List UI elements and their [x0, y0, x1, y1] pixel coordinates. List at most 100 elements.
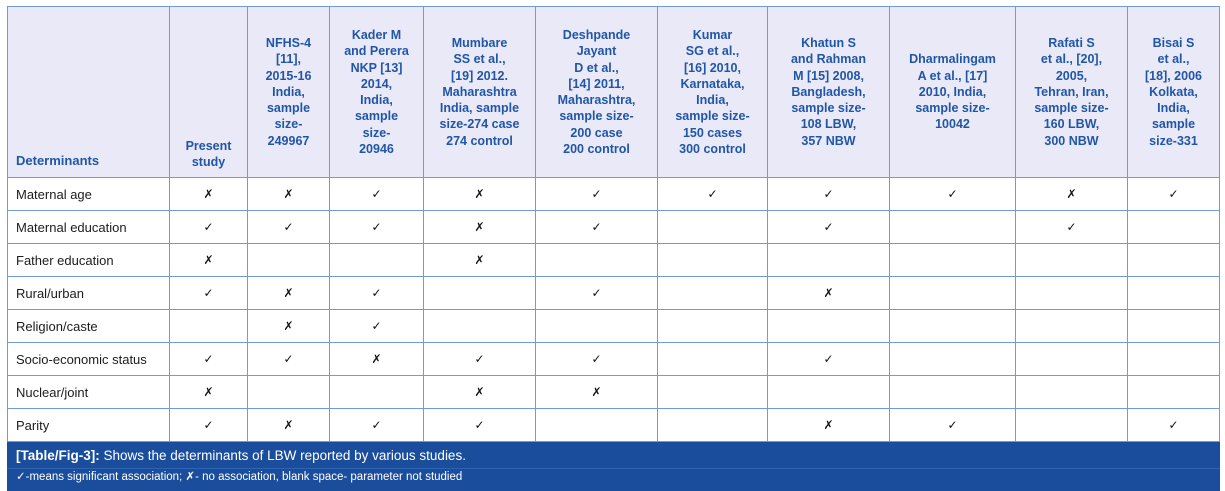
study-column-header: Rafati S et al., [20], 2005, Tehran, Ira…: [1015, 6, 1128, 178]
empty-cell: [1127, 375, 1220, 409]
empty-cell: [169, 309, 248, 343]
cross-mark: ✗: [247, 177, 330, 211]
study-column-header: Khatun S and Rahman M [15] 2008, Banglad…: [767, 6, 890, 178]
table-row: Rural/urban ✓ ✗ ✓ ✓ ✗: [7, 276, 1220, 310]
table-row: Socio-economic status ✓ ✓ ✗ ✓ ✓ ✓: [7, 342, 1220, 376]
cross-mark: ✗: [423, 243, 536, 277]
check-mark: ✓: [169, 210, 248, 244]
table-row: Parity ✓ ✗ ✓ ✓ ✗ ✓ ✓: [7, 408, 1220, 442]
empty-cell: [1015, 408, 1128, 442]
empty-cell: [889, 342, 1016, 376]
empty-cell: [1127, 210, 1220, 244]
check-mark: ✓: [423, 342, 536, 376]
determinants-header: Determinants: [7, 6, 170, 178]
empty-cell: [657, 210, 768, 244]
empty-cell: [423, 309, 536, 343]
study-column-header: Dharmalingam A et al., [17] 2010, India,…: [889, 6, 1016, 178]
caption-tag: [Table/Fig-3]:: [16, 448, 100, 463]
empty-cell: [767, 309, 890, 343]
determinant-label: Nuclear/joint: [7, 375, 170, 409]
study-column-header: Mumbare SS et al., [19] 2012. Maharashtr…: [423, 6, 536, 178]
empty-cell: [889, 243, 1016, 277]
check-mark: ✓: [889, 177, 1016, 211]
empty-cell: [535, 408, 658, 442]
empty-cell: [1015, 309, 1128, 343]
empty-cell: [657, 342, 768, 376]
check-mark: ✓: [247, 210, 330, 244]
empty-cell: [1015, 243, 1128, 277]
empty-cell: [535, 309, 658, 343]
check-mark: ✓: [169, 276, 248, 310]
legend-line: ✓-means significant association; ✗- no a…: [7, 468, 1220, 491]
check-mark: ✓: [535, 210, 658, 244]
empty-cell: [889, 276, 1016, 310]
empty-cell: [767, 375, 890, 409]
empty-cell: [329, 243, 424, 277]
check-mark: ✓: [767, 177, 890, 211]
cross-mark: ✗: [247, 276, 330, 310]
table-row: Nuclear/joint ✗ ✗ ✗: [7, 375, 1220, 409]
empty-cell: [423, 276, 536, 310]
table-row: Maternal education ✓ ✓ ✓ ✗ ✓ ✓ ✓: [7, 210, 1220, 244]
empty-cell: [329, 375, 424, 409]
empty-cell: [657, 243, 768, 277]
empty-cell: [889, 375, 1016, 409]
check-mark: ✓: [657, 177, 768, 211]
study-column-header: Present study: [169, 6, 248, 178]
caption-line: [Table/Fig-3]: Shows the determinants of…: [7, 442, 1220, 468]
check-mark: ✓: [423, 408, 536, 442]
cross-mark: ✗: [169, 375, 248, 409]
cross-mark: ✗: [247, 309, 330, 343]
cross-mark: ✗: [247, 408, 330, 442]
check-mark: ✓: [169, 342, 248, 376]
determinant-label: Father education: [7, 243, 170, 277]
check-mark: ✓: [1015, 210, 1128, 244]
determinant-label: Rural/urban: [7, 276, 170, 310]
empty-cell: [1127, 309, 1220, 343]
empty-cell: [889, 210, 1016, 244]
header-row: Determinants Present study NFHS-4 [11], 20…: [7, 6, 1220, 178]
check-mark: ✓: [767, 210, 890, 244]
empty-cell: [1127, 342, 1220, 376]
check-mark: ✓: [535, 276, 658, 310]
check-mark: ✓: [535, 342, 658, 376]
study-column-header: Deshpande Jayant D et al., [14] 2011, Ma…: [535, 6, 658, 178]
cross-mark: ✗: [535, 375, 658, 409]
empty-cell: [1127, 276, 1220, 310]
cross-mark: ✗: [329, 342, 424, 376]
cross-mark: ✗: [767, 408, 890, 442]
cross-mark: ✗: [169, 243, 248, 277]
empty-cell: [889, 309, 1016, 343]
empty-cell: [657, 408, 768, 442]
study-column-header: Kumar SG et al., [16] 2010, Karnataka, I…: [657, 6, 768, 178]
determinant-label: Maternal age: [7, 177, 170, 211]
empty-cell: [657, 309, 768, 343]
check-mark: ✓: [767, 342, 890, 376]
cross-mark: ✗: [1015, 177, 1128, 211]
table-row: Religion/caste ✗ ✓: [7, 309, 1220, 343]
empty-cell: [657, 375, 768, 409]
determinant-label: Parity: [7, 408, 170, 442]
empty-cell: [1127, 243, 1220, 277]
check-mark: ✓: [889, 408, 1016, 442]
cross-mark: ✗: [423, 177, 536, 211]
determinant-label: Maternal education: [7, 210, 170, 244]
empty-cell: [247, 375, 330, 409]
table-row: Maternal age ✗ ✗ ✓ ✗ ✓ ✓ ✓ ✓ ✗ ✓: [7, 177, 1220, 211]
cross-mark: ✗: [169, 177, 248, 211]
check-mark: ✓: [329, 408, 424, 442]
empty-cell: [1015, 342, 1128, 376]
check-mark: ✓: [329, 276, 424, 310]
cross-mark: ✗: [423, 210, 536, 244]
determinant-label: Religion/caste: [7, 309, 170, 343]
check-mark: ✓: [169, 408, 248, 442]
check-mark: ✓: [329, 177, 424, 211]
empty-cell: [657, 276, 768, 310]
study-column-header: Kader M and Perera NKP [13] 2014, India,…: [329, 6, 424, 178]
empty-cell: [767, 243, 890, 277]
figure-caption-bar: [Table/Fig-3]: Shows the determinants of…: [7, 442, 1220, 491]
table-row: Father education ✗ ✗: [7, 243, 1220, 277]
empty-cell: [1015, 276, 1128, 310]
study-column-header: Bisai S et al., [18], 2006 Kolkata, Indi…: [1127, 6, 1220, 178]
check-mark: ✓: [329, 210, 424, 244]
